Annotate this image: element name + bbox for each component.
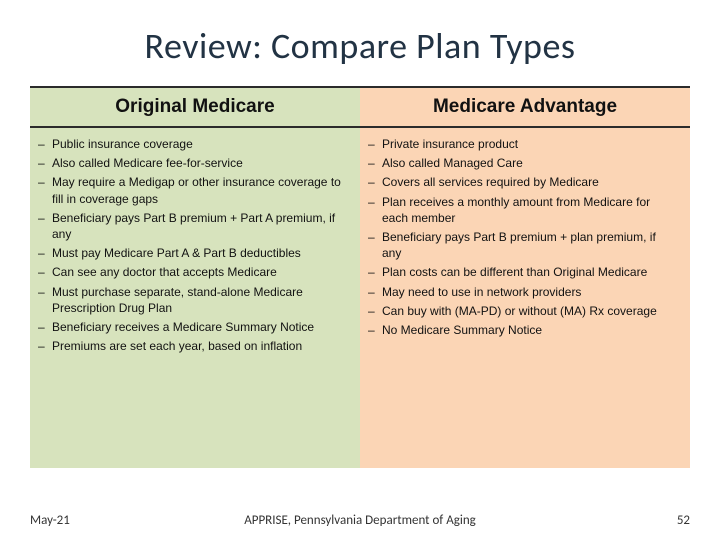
list-item: Can buy with (MA-PD) or without (MA) Rx … (368, 303, 672, 319)
footer-page-number: 52 (677, 513, 690, 528)
list-item: Premiums are set each year, based on inf… (38, 338, 342, 354)
list-item: Must pay Medicare Part A & Part B deduct… (38, 245, 342, 261)
column-header-right: Medicare Advantage (360, 86, 690, 128)
comparison-columns: Original Medicare Public insurance cover… (30, 86, 690, 468)
list-item: Also called Medicare fee-for-service (38, 155, 342, 171)
list-item: May need to use in network providers (368, 284, 672, 300)
list-item: Beneficiary pays Part B premium + Part A… (38, 210, 342, 242)
column-original-medicare: Original Medicare Public insurance cover… (30, 86, 360, 468)
list-item: Covers all services required by Medicare (368, 174, 672, 190)
page-title: Review: Compare Plan Types (30, 24, 690, 68)
item-list-left: Public insurance coverage Also called Med… (38, 136, 342, 354)
list-item: Plan costs can be different than Origina… (368, 264, 672, 280)
column-medicare-advantage: Medicare Advantage Private insurance pro… (360, 86, 690, 468)
list-item: May require a Medigap or other insurance… (38, 174, 342, 206)
list-item: Beneficiary pays Part B premium + plan p… (368, 229, 672, 261)
list-item: Can see any doctor that accepts Medicare (38, 264, 342, 280)
list-item: Also called Managed Care (368, 155, 672, 171)
list-item: Must purchase separate, stand-alone Medi… (38, 284, 342, 316)
column-header-left: Original Medicare (30, 86, 360, 128)
slide: Review: Compare Plan Types Original Medi… (0, 0, 720, 540)
footer-date: May-21 (30, 513, 70, 528)
footer: May-21 APPRISE, Pennsylvania Department … (30, 513, 690, 528)
column-body-right: Private insurance product Also called Man… (360, 128, 690, 468)
column-body-left: Public insurance coverage Also called Med… (30, 128, 360, 468)
list-item: Private insurance product (368, 136, 672, 152)
footer-org: APPRISE, Pennsylvania Department of Agin… (30, 513, 690, 528)
list-item: No Medicare Summary Notice (368, 322, 672, 338)
list-item: Public insurance coverage (38, 136, 342, 152)
item-list-right: Private insurance product Also called Man… (368, 136, 672, 338)
list-item: Plan receives a monthly amount from Medi… (368, 194, 672, 226)
list-item: Beneficiary receives a Medicare Summary … (38, 319, 342, 335)
